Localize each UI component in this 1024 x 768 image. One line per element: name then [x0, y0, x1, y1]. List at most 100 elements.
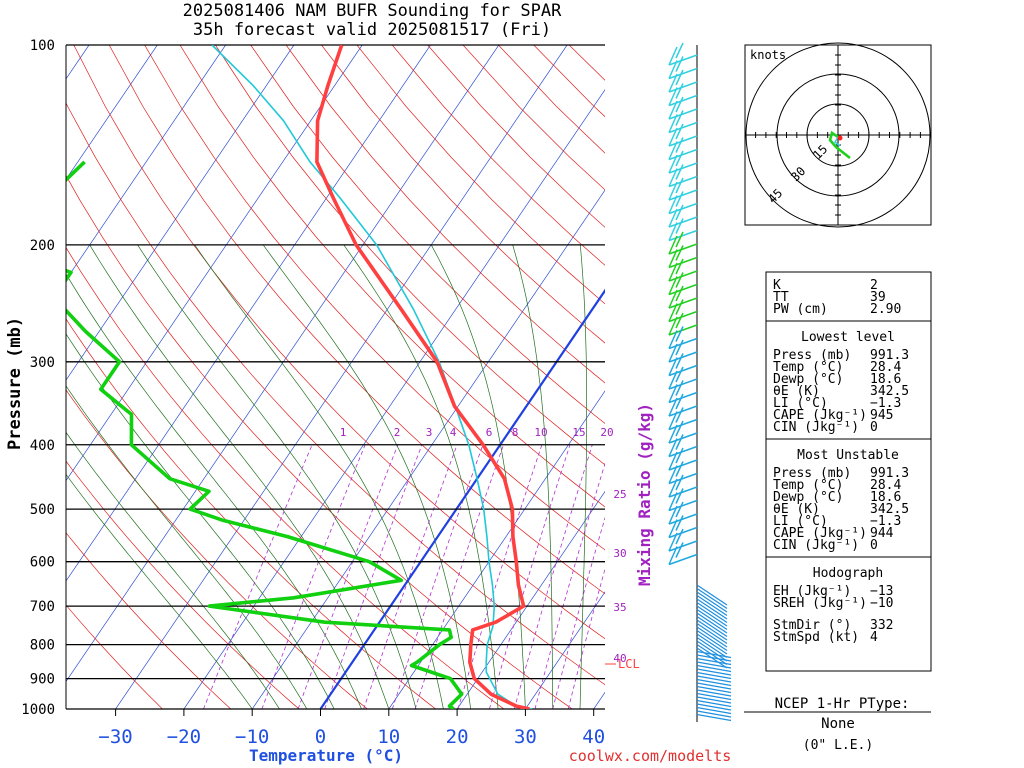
dry-adiabat-line [144, 45, 605, 551]
moist-adiabat-line [137, 244, 417, 709]
isotherm-line [66, 45, 295, 381]
stat-label: LI (°C) [773, 396, 828, 411]
parcel-profile-line [211, 45, 533, 709]
title-line-1: 2025081406 NAM BUFR Sounding for SPAR [183, 1, 562, 21]
stat-value: 18.6 [870, 372, 901, 387]
wind-barb [668, 380, 698, 404]
mixing-ratio-tick: 35 [613, 601, 626, 614]
wind-barb [696, 640, 728, 662]
wind-barb [696, 584, 728, 606]
wind-barb [696, 598, 728, 620]
wind-barb [696, 671, 732, 680]
wind-barb [668, 407, 698, 431]
isotherm-line [66, 45, 226, 281]
wind-barb [668, 312, 698, 336]
stat-label: PW (cm) [773, 302, 828, 317]
pressure-tick: 200 [30, 238, 55, 254]
wind-barb [668, 42, 698, 66]
wind-barb [696, 616, 728, 637]
wind-barb [696, 654, 732, 662]
zero-isotherm [319, 288, 605, 709]
stat-section-heading: Hodograph [813, 566, 883, 581]
wind-barb [668, 150, 698, 174]
stat-label: StmSpd (kt) [773, 630, 859, 645]
mixing-ratio-tick-labels: 1 2 3 4 6 8 10 15 20 25 30 35 40 [340, 426, 627, 665]
pressure-tick: 600 [30, 555, 55, 571]
wind-barb [696, 609, 728, 630]
ptype-value: None [821, 716, 855, 732]
wind-barb [668, 272, 698, 296]
stat-value: 0 [870, 420, 878, 435]
stat-value: 342.5 [870, 502, 909, 517]
wind-barb [696, 626, 728, 648]
stat-value: −1.3 [870, 396, 901, 411]
stat-label: θE (K) [773, 502, 820, 517]
wind-barb [668, 461, 698, 485]
stat-label: CIN (Jkg⁻¹) [773, 538, 859, 553]
stat-value: 991.3 [870, 466, 909, 481]
isotherm-line [251, 189, 605, 709]
mixing-ratio-line [203, 444, 313, 709]
dewpoint-profile-line [66, 160, 464, 709]
dry-adiabat-line [66, 389, 368, 709]
pressure-tick: 100 [30, 38, 55, 54]
wind-barb [696, 657, 732, 666]
wind-barb [668, 218, 698, 242]
y-axis-label: Pressure (mb) [5, 317, 25, 450]
mixing-ratio-tick: 15 [572, 426, 585, 439]
wind-barb [696, 703, 732, 711]
isotherm-line [66, 45, 500, 683]
wind-barb [696, 650, 732, 659]
wind-barb [668, 285, 698, 309]
stat-label: Press (mb) [773, 348, 851, 363]
wind-barb [696, 689, 732, 697]
title-line-2: 35h forecast valid 2025081517 (Fri) [193, 20, 551, 40]
wind-barb [668, 474, 698, 498]
pressure-tick: 700 [30, 599, 55, 615]
stat-value: −1.3 [870, 514, 901, 529]
stat-value: 4 [870, 630, 878, 645]
wind-barb [668, 191, 698, 215]
stat-label: StmDir (°) [773, 618, 851, 633]
wind-barb [696, 713, 732, 722]
wind-barb [696, 605, 728, 627]
stat-label: Temp (°C) [773, 478, 843, 493]
wind-barb [668, 110, 698, 134]
stat-label: θE (K) [773, 384, 820, 399]
pressure-tick: 300 [30, 355, 55, 371]
stats-rows: K 2 TT 39 PW (cm) 2.90 Lowest level Press (mb) 9… [766, 278, 931, 645]
footer-credit: coolwx.com/modelts [569, 747, 732, 765]
wind-barb [668, 137, 698, 161]
stat-value: 18.6 [870, 490, 901, 505]
wind-barb [696, 588, 728, 609]
wind-barb [668, 177, 698, 201]
stat-label: EH (Jkg⁻¹) [773, 584, 851, 599]
wind-barb [668, 299, 698, 323]
stat-value: 945 [870, 408, 893, 423]
isotherm-line [525, 591, 605, 709]
mixing-ratio-line [513, 444, 593, 709]
mixing-ratio-tick: 2 [394, 426, 401, 439]
wind-barb [696, 682, 732, 690]
stat-value: −10 [870, 596, 893, 611]
mixing-ratio-line [261, 444, 366, 709]
stat-value: 991.3 [870, 348, 909, 363]
mixing-ratio-tick: 8 [512, 426, 519, 439]
moist-adiabat-line [579, 244, 587, 709]
wind-barb [668, 123, 698, 147]
wind-barb [668, 501, 698, 525]
wind-barb [668, 420, 698, 444]
mixing-ratio-line [324, 444, 423, 709]
dry-adiabat-line [66, 604, 163, 709]
wind-barb [668, 245, 698, 269]
dry-adiabat-line [215, 45, 605, 466]
wind-barb [696, 678, 732, 687]
wind-barb [668, 231, 698, 255]
dry-adiabat-line [321, 45, 605, 344]
stats-panel [765, 271, 932, 672]
pressure-tick: 800 [30, 638, 55, 654]
isotherm-line [456, 490, 605, 709]
wind-barb [668, 339, 698, 363]
stat-label: CAPE (Jkg⁻¹) [773, 408, 867, 423]
